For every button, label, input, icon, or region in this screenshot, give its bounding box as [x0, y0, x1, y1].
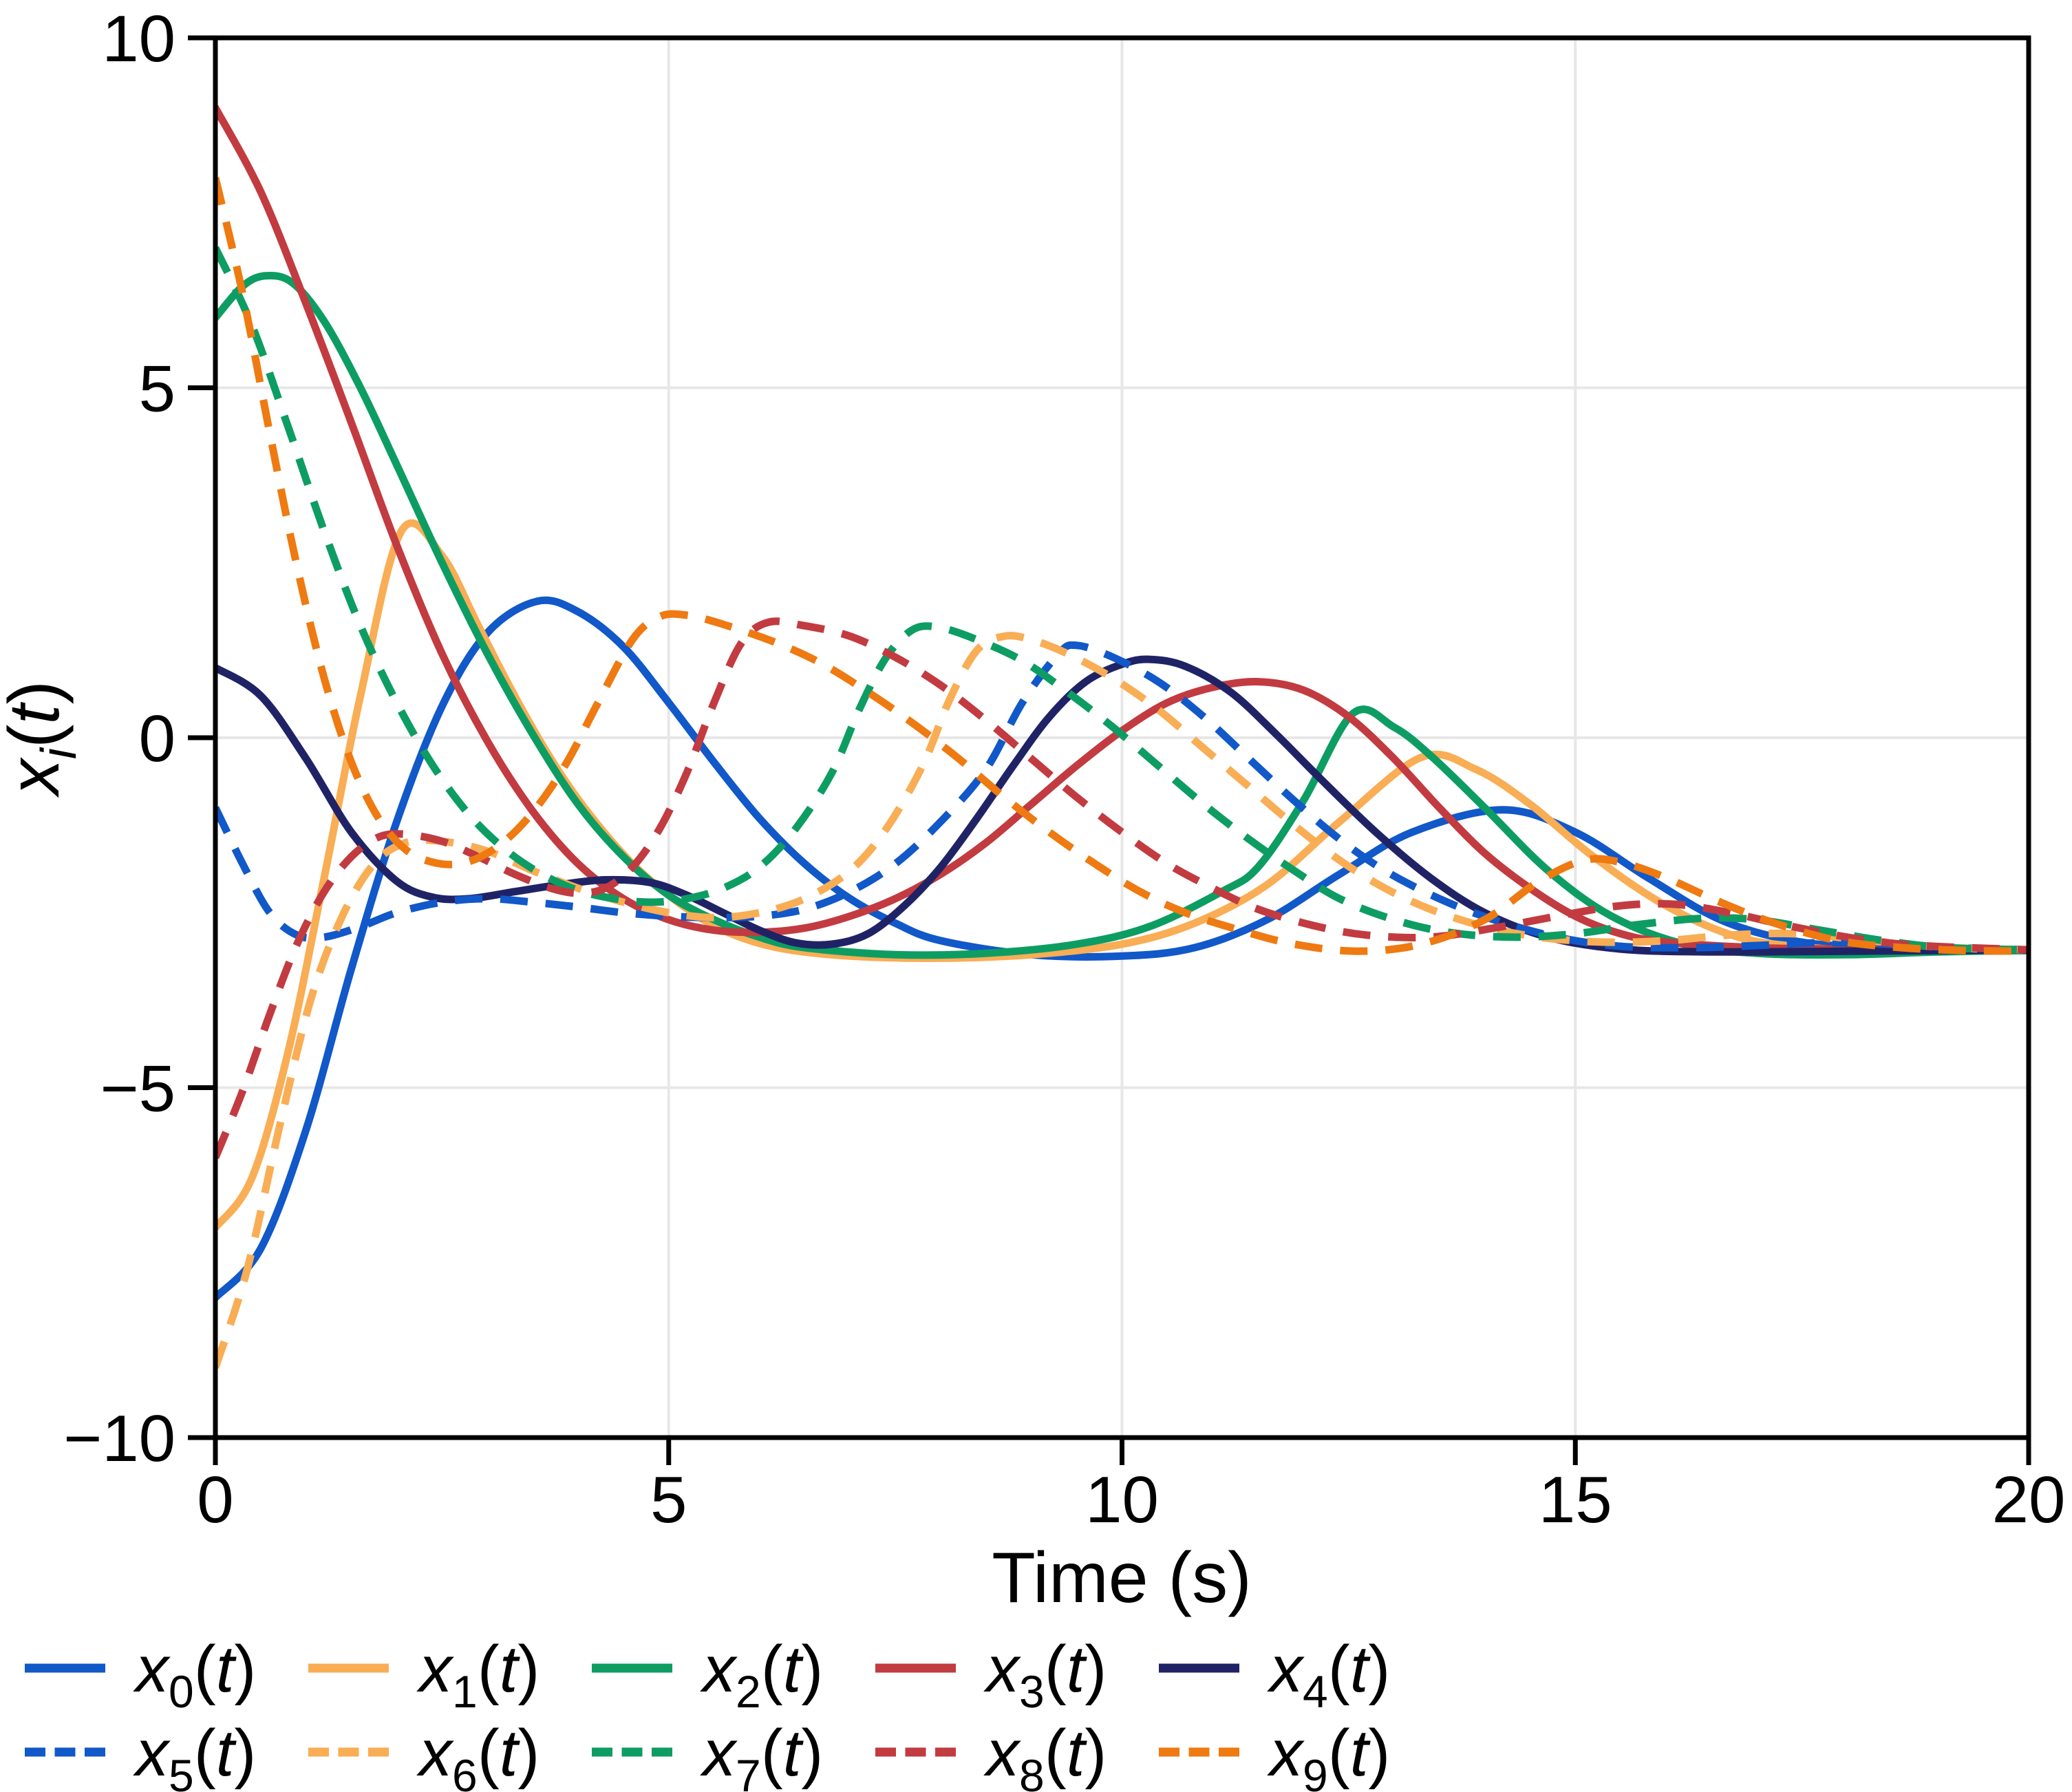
x-tick-label-0: 0 — [197, 1463, 233, 1537]
series-x0-line — [215, 596, 2029, 1302]
legend: x0(t) x1(t) x2(t) x3(t) x4(t) x5(t) x6(t) x7(t)… — [25, 1632, 1390, 1792]
tick-labels: 0 5 10 15 20 −10 −5 0 5 10 — [63, 2, 2065, 1537]
legend-label-x6: x6(t) — [416, 1716, 540, 1792]
legend-item-x8: x8(t) — [875, 1716, 1107, 1792]
x-tick-label-5: 5 — [650, 1463, 687, 1537]
legend-label-x2: x2(t) — [700, 1632, 823, 1717]
legend-label-x0: x0(t) — [133, 1632, 256, 1717]
legend-label-x7: x7(t) — [700, 1716, 823, 1792]
x-tick-label-15: 15 — [1539, 1463, 1612, 1537]
legend-label-x9: x9(t) — [1267, 1716, 1390, 1792]
legend-item-x9: x9(t) — [1159, 1716, 1390, 1792]
plot-border — [213, 35, 2031, 1440]
series-x8-line — [215, 617, 2029, 1160]
y-tick-label-0: 0 — [139, 702, 175, 776]
series-x6-line — [215, 632, 2029, 1369]
legend-item-x2: x2(t) — [592, 1632, 823, 1717]
axes-layer — [188, 35, 2031, 1465]
y-axis-label: xi(t) — [0, 681, 87, 798]
y-tick-label-10: 10 — [102, 2, 175, 76]
legend-label-x5: x5(t) — [133, 1716, 256, 1792]
legend-item-x1: x1(t) — [308, 1632, 540, 1717]
legend-item-x0: x0(t) — [25, 1632, 256, 1717]
y-tick-label-−5: −5 — [100, 1052, 175, 1126]
x-tick-label-10: 10 — [1085, 1463, 1159, 1537]
x-axis-label: Time (s) — [992, 1538, 1251, 1618]
y-tick-label-−10: −10 — [63, 1402, 175, 1475]
legend-label-x3: x3(t) — [983, 1632, 1107, 1717]
legend-label-x8: x8(t) — [983, 1716, 1107, 1792]
series-layer — [215, 104, 2029, 1369]
legend-item-x3: x3(t) — [875, 1632, 1107, 1717]
y-tick-label-5: 5 — [139, 352, 175, 426]
series-x5-line — [215, 641, 2029, 954]
legend-label-x4: x4(t) — [1267, 1632, 1390, 1717]
legend-item-x6: x6(t) — [308, 1716, 540, 1792]
legend-item-x7: x7(t) — [592, 1716, 823, 1792]
legend-item-x5: x5(t) — [25, 1716, 256, 1792]
series-x9-line — [215, 177, 2029, 955]
legend-label-x1: x1(t) — [416, 1632, 540, 1717]
series-x7-line — [215, 246, 2029, 954]
series-x2-line — [215, 271, 2029, 959]
series-x3-line — [215, 104, 2029, 954]
legend-item-x4: x4(t) — [1159, 1632, 1390, 1717]
x-tick-label-20: 20 — [1992, 1463, 2066, 1537]
y-axis-label-text: xi(t) — [0, 681, 87, 798]
